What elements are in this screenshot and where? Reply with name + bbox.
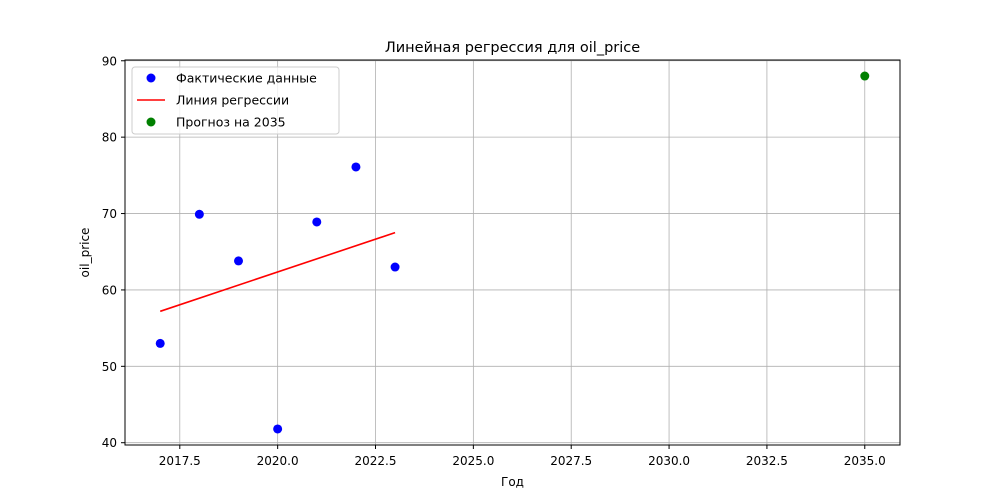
y-tick-label: 60 — [102, 283, 117, 297]
legend-entry-label: Фактические данные — [176, 71, 317, 86]
legend: Фактические данные Линия регрессии Прогноз… — [131, 66, 340, 135]
series-layer — [155, 71, 870, 434]
data-point — [273, 424, 283, 434]
y-tick-label: 90 — [102, 54, 117, 68]
y-axis-label: oil_price — [78, 228, 92, 278]
grid — [125, 60, 900, 445]
legend-entry-label: Линия регрессии — [176, 93, 289, 108]
y-tick-label: 70 — [102, 207, 117, 221]
x-tick-label: 2017.5 — [159, 454, 201, 468]
legend-marker-swatch — [146, 73, 156, 83]
data-point — [312, 217, 322, 227]
legend-entry-label: Прогноз на 2035 — [176, 115, 286, 130]
chart-title: Линейная регрессия для oil_price — [385, 40, 640, 56]
data-point — [234, 256, 244, 266]
plot-frame — [124, 59, 901, 446]
data-point — [351, 162, 361, 172]
x-axis-label: Год — [501, 475, 524, 489]
x-tick-label: 2025.0 — [452, 454, 494, 468]
y-tick-label: 80 — [102, 131, 117, 145]
legend-marker-swatch — [146, 117, 156, 127]
x-tick-label: 2030.0 — [648, 454, 690, 468]
x-tick-label: 2027.5 — [550, 454, 592, 468]
x-ticks: 2017.5 2020.0 2022.5 2025.0 2027.5 2030.0 2032… — [159, 445, 886, 468]
data-point — [390, 262, 400, 272]
x-tick-label: 2020.0 — [257, 454, 299, 468]
regression-line — [159, 231, 396, 313]
y-ticks: 40 50 60 70 80 90 — [102, 54, 125, 450]
legend-box — [131, 66, 340, 135]
x-tick-label: 2035.0 — [844, 454, 886, 468]
x-tick-label: 2022.5 — [355, 454, 397, 468]
data-point — [155, 338, 165, 348]
forecast-point — [860, 71, 870, 81]
y-tick-label: 50 — [102, 360, 117, 374]
x-tick-label: 2032.5 — [746, 454, 788, 468]
data-point — [194, 209, 204, 219]
y-tick-label: 40 — [102, 436, 117, 450]
